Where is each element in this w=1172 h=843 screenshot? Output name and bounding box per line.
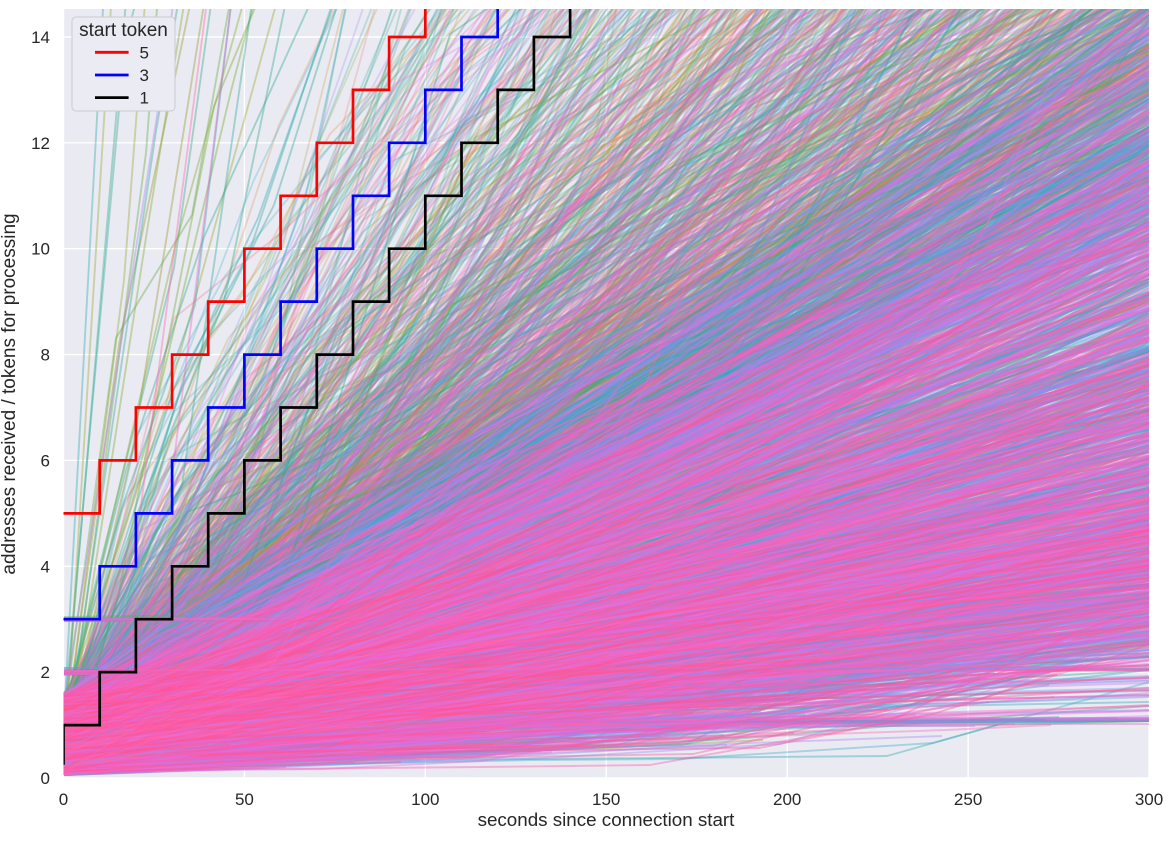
svg-text:150: 150 bbox=[592, 790, 620, 809]
svg-text:50: 50 bbox=[235, 790, 254, 809]
svg-text:6: 6 bbox=[41, 451, 50, 470]
svg-text:0: 0 bbox=[59, 790, 68, 809]
svg-text:8: 8 bbox=[41, 346, 50, 365]
svg-text:1: 1 bbox=[140, 89, 149, 108]
svg-text:5: 5 bbox=[140, 43, 149, 62]
svg-text:start token: start token bbox=[79, 20, 168, 41]
svg-text:250: 250 bbox=[954, 790, 982, 809]
svg-text:200: 200 bbox=[773, 790, 801, 809]
svg-text:addresses received / tokens fo: addresses received / tokens for processi… bbox=[0, 213, 20, 574]
svg-text:4: 4 bbox=[41, 557, 50, 576]
svg-text:100: 100 bbox=[411, 790, 439, 809]
svg-text:12: 12 bbox=[31, 134, 50, 153]
svg-text:3: 3 bbox=[140, 66, 149, 85]
svg-text:seconds since connection start: seconds since connection start bbox=[478, 809, 736, 830]
svg-text:300: 300 bbox=[1135, 790, 1163, 809]
svg-text:0: 0 bbox=[41, 769, 50, 788]
svg-text:2: 2 bbox=[41, 663, 50, 682]
svg-text:10: 10 bbox=[31, 240, 50, 259]
svg-text:14: 14 bbox=[31, 28, 50, 47]
